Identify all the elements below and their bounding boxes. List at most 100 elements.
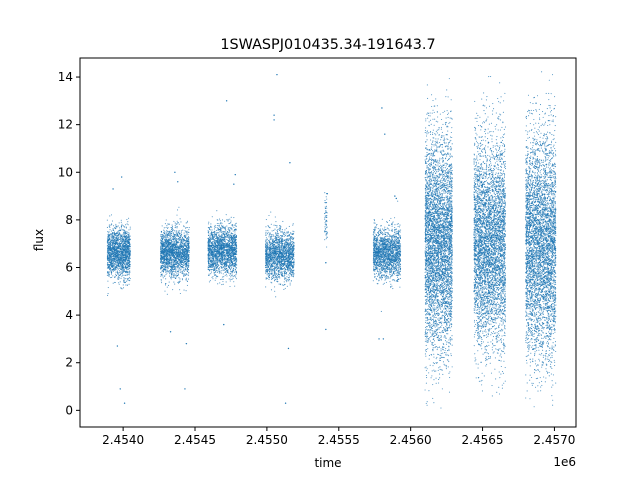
data-point (115, 264, 117, 266)
data-point (183, 225, 185, 227)
data-point (216, 226, 218, 229)
chart-title: 1SWASPJ010435.34-191643.7 (220, 37, 435, 53)
data-point (109, 237, 111, 239)
data-point (108, 264, 111, 266)
data-point (209, 254, 211, 256)
data-point (113, 260, 115, 262)
data-point (160, 253, 162, 255)
data-point (230, 242, 232, 244)
data-point (111, 241, 113, 243)
data-point (165, 259, 167, 261)
data-point (233, 281, 235, 283)
data-point (110, 237, 112, 239)
data-point (166, 286, 168, 288)
data-point (170, 258, 173, 260)
data-point (230, 254, 232, 256)
data-point (125, 261, 128, 263)
data-point (208, 281, 210, 283)
data-point (124, 232, 126, 234)
data-point (186, 270, 188, 272)
data-point (225, 232, 227, 234)
data-point (175, 271, 177, 273)
data-point (181, 236, 184, 238)
data-point (127, 233, 129, 235)
data-point (161, 240, 163, 242)
data-point (166, 260, 168, 262)
data-point (161, 257, 163, 259)
data-point (182, 252, 184, 254)
data-point (221, 224, 223, 226)
data-point (177, 235, 179, 237)
data-point (170, 242, 172, 244)
data-point (114, 275, 116, 277)
data-point (161, 249, 163, 251)
data-point (110, 265, 112, 267)
data-point (166, 245, 168, 247)
data-point (160, 262, 162, 264)
data-point (128, 236, 130, 238)
data-point (115, 275, 117, 277)
data-point (183, 263, 185, 265)
data-point (186, 267, 188, 269)
data-point (216, 261, 218, 263)
data-point (185, 278, 187, 281)
data-point (115, 271, 117, 273)
data-point (210, 238, 212, 240)
data-point (109, 257, 111, 259)
data-point (128, 229, 130, 231)
data-point (221, 267, 224, 269)
data-point (117, 275, 119, 277)
data-point (227, 218, 229, 220)
data-point (188, 264, 190, 266)
data-point (173, 269, 175, 271)
data-point (176, 233, 178, 236)
data-point (179, 244, 181, 246)
data-point (168, 235, 170, 237)
data-point (165, 241, 167, 243)
data-point (210, 254, 212, 256)
data-point (164, 262, 166, 264)
data-point (178, 267, 180, 269)
data-point (170, 278, 172, 280)
data-point (162, 275, 164, 277)
data-point (114, 233, 116, 236)
data-point (107, 267, 109, 269)
data-point (128, 263, 130, 265)
data-point (127, 234, 130, 236)
data-point (180, 252, 182, 254)
data-point (183, 244, 185, 247)
data-point (107, 247, 109, 250)
data-point (171, 252, 173, 254)
data-point (127, 224, 129, 226)
data-point (109, 243, 111, 246)
data-point (184, 258, 186, 260)
data-point (236, 261, 238, 263)
data-point (220, 223, 222, 225)
data-point (179, 248, 181, 250)
data-point (124, 243, 126, 245)
data-point (216, 222, 218, 225)
data-point (208, 273, 210, 275)
data-point (108, 236, 110, 238)
data-point (176, 214, 178, 216)
data-point (181, 279, 184, 281)
data-point (176, 256, 178, 258)
data-point (108, 224, 110, 226)
data-point (215, 271, 217, 273)
data-point (172, 249, 174, 251)
data-point (167, 254, 169, 256)
data-point (182, 237, 184, 240)
data-point (162, 251, 164, 253)
data-point (125, 226, 127, 228)
data-point (175, 235, 177, 237)
x-axis-label: time (314, 456, 341, 470)
data-point (179, 245, 181, 247)
data-point (119, 236, 121, 238)
data-point (161, 273, 163, 275)
data-point (175, 268, 177, 270)
data-point (115, 227, 117, 229)
data-point (109, 241, 111, 243)
data-point (179, 253, 181, 255)
data-point (168, 244, 170, 246)
data-point (111, 258, 114, 261)
